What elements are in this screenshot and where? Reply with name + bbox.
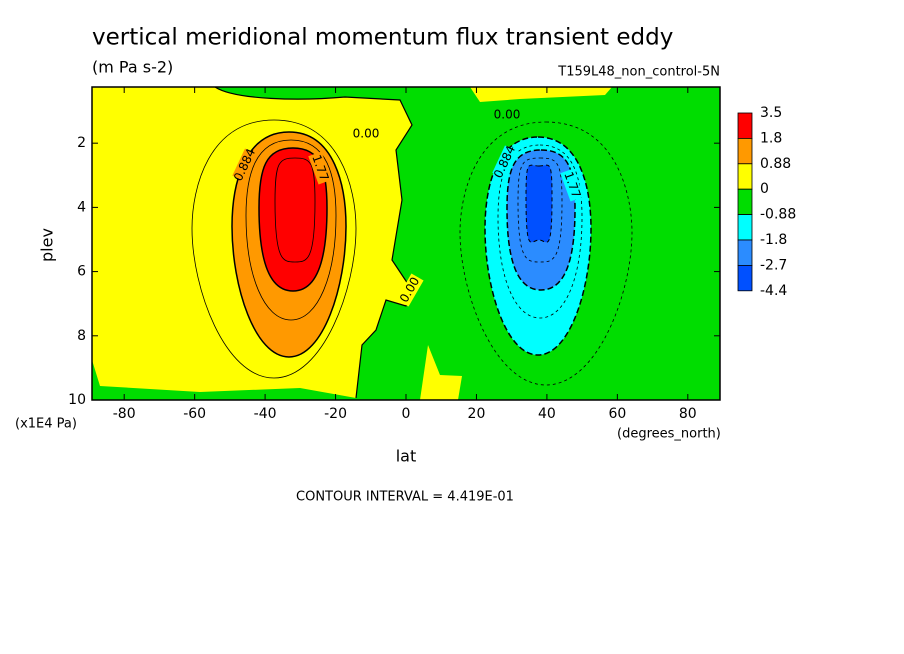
label-backdrop	[492, 145, 518, 179]
colorbar-box	[737, 137, 753, 165]
colorbar-box	[737, 239, 753, 266]
contour-line	[274, 157, 316, 263]
contour-line	[191, 119, 357, 379]
x-tick-label: 0	[402, 406, 411, 422]
units: (m Pa s-2)	[92, 58, 173, 77]
y-tick-label: 4	[77, 199, 86, 215]
y-tick-label: 2	[77, 135, 86, 151]
contour-label: 0.00	[494, 108, 521, 122]
y-axis-units: (x1E4 Pa)	[15, 417, 77, 432]
colorbar-label: -4.4	[760, 283, 787, 299]
label-backdrop	[308, 151, 332, 185]
colorbar-label: -1.8	[760, 232, 787, 248]
filled-region	[525, 164, 553, 243]
x-axis-label: lat	[396, 447, 417, 466]
colorbar-label: 0	[760, 181, 769, 197]
label-backdrop	[396, 273, 424, 307]
label-backdrop	[232, 148, 258, 182]
x-axis-units: (degrees_north)	[617, 427, 721, 442]
contour-line	[517, 157, 563, 263]
colorbar-label: 1.8	[760, 130, 782, 146]
x-tick-label: 60	[608, 406, 626, 422]
x-tick-label: 80	[679, 406, 697, 422]
label-backdrop	[351, 127, 381, 141]
x-tick-label: 40	[538, 406, 556, 422]
colorbar-box	[737, 163, 753, 190]
colorbar-label: -0.88	[760, 207, 796, 223]
x-tick-label: -40	[254, 406, 277, 422]
x-tick-label: 20	[468, 406, 486, 422]
contour-line	[245, 139, 337, 321]
x-tick-label: -80	[113, 406, 136, 422]
contour-line	[497, 144, 583, 319]
label-backdrop	[492, 108, 522, 122]
contour-field	[92, 86, 720, 400]
colorbar-box	[737, 214, 753, 241]
y-tick-label: 6	[77, 264, 86, 280]
chart-title: vertical meridional momentum flux transi…	[92, 25, 673, 51]
filled-region	[470, 87, 612, 102]
y-tick-label: 8	[77, 328, 86, 344]
dataset-label: T159L48_non_control-5N	[557, 65, 720, 80]
filled-region	[420, 345, 462, 400]
contour-interval: CONTOUR INTERVAL = 4.419E-01	[296, 490, 514, 505]
x-tick-label: -60	[183, 406, 206, 422]
colorbar-label: 0.88	[760, 156, 791, 172]
contour-label: 0.00	[353, 127, 380, 141]
colorbar-box	[737, 112, 753, 139]
colorbar-label: -2.7	[760, 257, 787, 273]
x-tick-label: -20	[324, 406, 347, 422]
y-axis-label: plev	[38, 228, 57, 262]
colorbar-label: 3.5	[760, 105, 782, 121]
colorbar-box	[737, 264, 753, 292]
label-backdrop	[560, 168, 584, 202]
y-tick-label: 10	[68, 392, 86, 408]
colorbar-box	[737, 188, 753, 215]
